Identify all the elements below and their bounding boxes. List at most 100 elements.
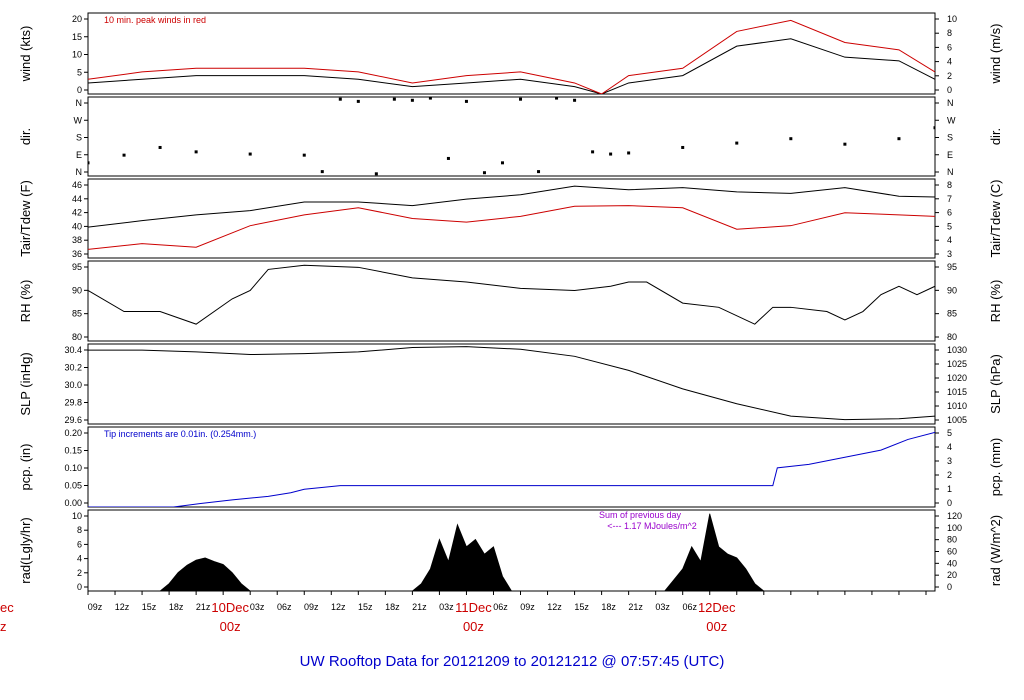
y-tick-label-left: 95 bbox=[72, 262, 82, 272]
y-tick-label-left: 29.6 bbox=[64, 415, 82, 425]
data-point bbox=[194, 150, 198, 154]
x-tick-label: 18z bbox=[169, 602, 184, 612]
series-line bbox=[88, 205, 935, 250]
x-tick-label: 06z bbox=[277, 602, 292, 612]
data-point bbox=[843, 142, 847, 146]
data-point bbox=[789, 137, 793, 141]
y-tick-label-right: W bbox=[947, 115, 956, 125]
y-tick-label-right: 5 bbox=[947, 428, 952, 438]
data-point bbox=[681, 145, 685, 149]
x-day-hour-label-cutoff: z bbox=[0, 619, 7, 634]
panel-frame bbox=[87, 96, 936, 177]
y-axis-label-left: pcp. (in) bbox=[18, 444, 33, 491]
y-tick-label-left: 0 bbox=[77, 85, 82, 95]
y-tick-label-left: 44 bbox=[72, 194, 82, 204]
data-point bbox=[735, 141, 739, 145]
series-line bbox=[88, 185, 935, 228]
y-tick-label-left: 10 bbox=[72, 511, 82, 521]
data-point bbox=[555, 97, 559, 100]
y-tick-label-left: 0.20 bbox=[64, 428, 82, 438]
y-tick-label-left: 8 bbox=[77, 525, 82, 535]
x-day-label: 12Dec bbox=[698, 600, 736, 615]
x-tick-label: 15z bbox=[574, 602, 589, 612]
data-point bbox=[410, 98, 414, 102]
y-tick-label-right: 1025 bbox=[947, 359, 967, 369]
y-tick-label-right: 1005 bbox=[947, 415, 967, 425]
panel-pcp: pcp. (in) pcp. (mm) 0.00 0.05 0.10 0.15 0.20 0 1… bbox=[18, 426, 1003, 508]
x-day-hour-label: 00z bbox=[463, 619, 484, 634]
y-tick-label-right: 1030 bbox=[947, 345, 967, 355]
data-point bbox=[248, 152, 252, 156]
y-tick-label-left: S bbox=[76, 133, 82, 143]
panel-frame bbox=[87, 260, 936, 342]
panel-rad: rad(Lgly/hr) rad (W/m^2)02468100204060801… bbox=[18, 509, 1003, 592]
y-tick-label-right: 40 bbox=[947, 558, 957, 568]
y-tick-label-right: 4 bbox=[947, 235, 952, 245]
y-tick-label-right: N bbox=[947, 167, 954, 177]
y-tick-label-left: N bbox=[76, 98, 83, 108]
y-tick-label-right: 1 bbox=[947, 484, 952, 494]
plot-area bbox=[88, 19, 935, 94]
y-axis-label-right: dir. bbox=[988, 128, 1003, 145]
y-tick-label-left: 5 bbox=[77, 67, 82, 77]
x-tick-label: 21z bbox=[628, 602, 643, 612]
data-point bbox=[88, 161, 90, 165]
y-tick-label-left: 4 bbox=[77, 554, 82, 564]
x-day-label-cutoff: ec bbox=[0, 600, 14, 615]
plot-area bbox=[88, 97, 935, 176]
x-day-label: 11Dec bbox=[455, 600, 492, 615]
y-tick-label-left: 46 bbox=[72, 180, 82, 190]
series-line bbox=[88, 431, 935, 507]
y-axis-label-left: wind (kts) bbox=[18, 26, 33, 83]
y-tick-label-right: 4 bbox=[947, 442, 952, 452]
y-tick-label-left: 30.0 bbox=[64, 380, 82, 390]
x-tick-label: 06z bbox=[682, 602, 697, 612]
y-tick-label-left: 0 bbox=[77, 582, 82, 592]
data-point bbox=[356, 99, 360, 103]
y-tick-label-right: 3 bbox=[947, 249, 952, 259]
panel-frame bbox=[87, 343, 936, 425]
data-point bbox=[573, 98, 577, 102]
y-tick-label-right: 0 bbox=[947, 85, 952, 95]
data-point bbox=[302, 153, 306, 157]
data-point bbox=[519, 97, 523, 101]
x-day-hour-label: 00z bbox=[706, 619, 727, 634]
series-line bbox=[88, 19, 935, 94]
y-tick-label-left: 80 bbox=[72, 332, 82, 342]
x-day-label: 10Dec bbox=[211, 600, 249, 615]
y-tick-label-left: 0.00 bbox=[64, 498, 82, 508]
data-point bbox=[122, 153, 126, 157]
footer-title: UW Rooftop Data for 20121209 to 20121212… bbox=[300, 653, 725, 670]
y-tick-label-right: 2 bbox=[947, 71, 952, 81]
x-axis: 09z 12z 15z 18z 21z 03z 06z 09z 12z 15z 18z 21z 03z 0… bbox=[0, 591, 927, 634]
data-point bbox=[374, 172, 378, 176]
data-point bbox=[500, 161, 504, 165]
panel-annotation: 10 min. peak winds in red bbox=[104, 15, 206, 25]
plot-area bbox=[88, 431, 935, 507]
y-tick-label-right: 3 bbox=[947, 456, 952, 466]
y-axis-label-left: Tair/Tdew (F) bbox=[18, 180, 33, 257]
y-tick-label-right: 1015 bbox=[947, 387, 967, 397]
x-tick-label: 03z bbox=[655, 602, 670, 612]
y-tick-label-right: 60 bbox=[947, 547, 957, 557]
x-tick-label: 09z bbox=[88, 602, 103, 612]
y-tick-label-left: E bbox=[76, 150, 82, 160]
data-point bbox=[897, 137, 901, 141]
series-line bbox=[88, 38, 935, 94]
y-tick-label-left: 0.05 bbox=[64, 481, 82, 491]
y-tick-label-right: 6 bbox=[947, 42, 952, 52]
plot-area bbox=[159, 513, 765, 591]
y-tick-label-left: 29.8 bbox=[64, 398, 82, 408]
x-tick-label: 12z bbox=[115, 602, 130, 612]
x-day-hour-label: 00z bbox=[220, 619, 241, 634]
data-point bbox=[338, 97, 342, 101]
panel-frame bbox=[87, 178, 936, 259]
y-tick-label-right: 80 bbox=[947, 535, 957, 545]
data-point bbox=[482, 171, 486, 175]
data-point bbox=[464, 99, 468, 103]
x-tick-label: 18z bbox=[385, 602, 400, 612]
y-tick-label-left: 2 bbox=[77, 568, 82, 578]
y-tick-label-right: 0 bbox=[947, 498, 952, 508]
plot-area bbox=[88, 185, 935, 250]
